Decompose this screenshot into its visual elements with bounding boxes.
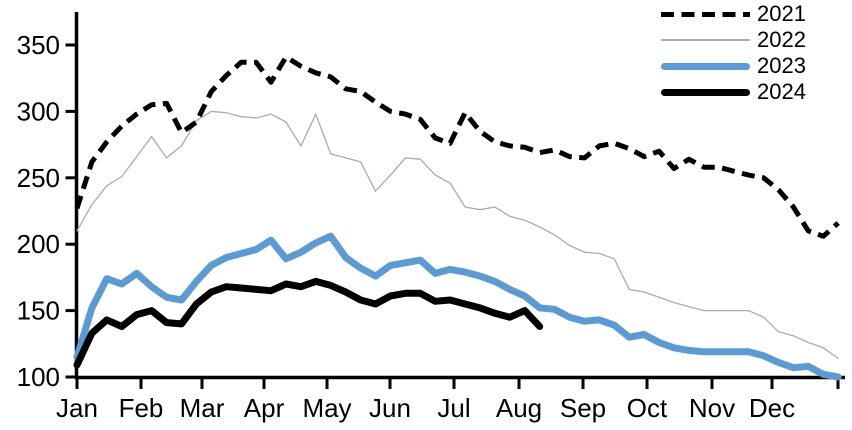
x-tick-label: Apr	[244, 393, 285, 423]
x-tick-label: Jan	[56, 393, 98, 423]
legend-label-2021: 2021	[757, 1, 806, 26]
series-2023-line	[73, 232, 842, 381]
legend-item-2021: 2021	[661, 1, 806, 27]
y-tick-label: 150	[17, 296, 60, 326]
y-tick-label: 250	[17, 163, 60, 193]
series-2022-line	[76, 110, 839, 360]
y-tick-label: 200	[17, 229, 60, 259]
series-2021-line	[74, 54, 840, 239]
legend-swatch-2022-thin-line	[661, 39, 750, 41]
x-tick-label: Nov	[689, 393, 735, 423]
series-2024-line	[73, 277, 544, 369]
x-tick-label: Jul	[437, 393, 470, 423]
x-tick-label: Feb	[119, 393, 164, 423]
legend-item-2022: 2022	[661, 27, 806, 53]
x-tick-label: Mar	[180, 393, 225, 423]
x-tick-label: Oct	[627, 393, 668, 423]
y-tick-label: 350	[17, 30, 60, 60]
y-tick-label: 100	[17, 362, 60, 392]
legend-item-2023: 2023	[661, 53, 806, 79]
x-tick-label: Aug	[496, 393, 542, 423]
x-tick-label: May	[302, 393, 351, 423]
legend-swatch-2023-blue-line	[661, 62, 750, 70]
legend: 2021 2022 2023 2024	[661, 1, 806, 105]
x-tick-label: Jun	[369, 393, 411, 423]
y-tick-label: 300	[17, 96, 60, 126]
x-tick-label: Dec	[749, 393, 795, 423]
legend-item-2024: 2024	[661, 79, 806, 105]
legend-swatch-2024-black-line	[661, 88, 750, 96]
legend-label-2024: 2024	[757, 79, 806, 104]
legend-swatch-2021-dashed-line	[661, 11, 750, 17]
legend-label-2023: 2023	[757, 53, 806, 78]
x-tick-label: Sep	[560, 393, 606, 423]
legend-label-2022: 2022	[757, 27, 806, 52]
